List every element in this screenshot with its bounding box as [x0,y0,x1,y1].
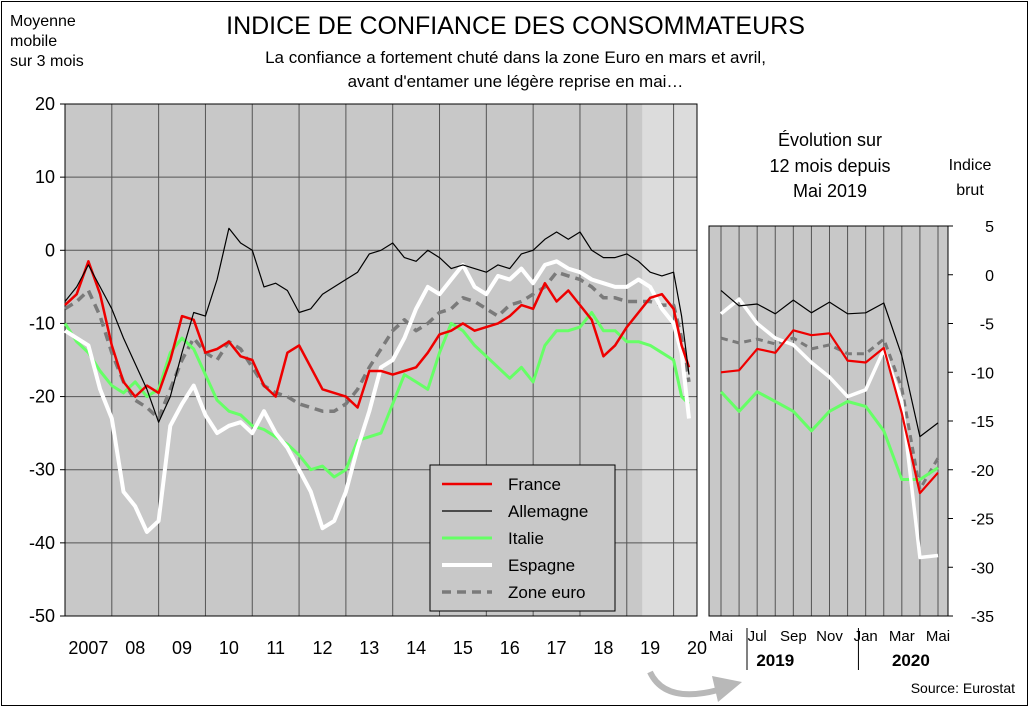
left-axis-label-line-3: sur 3 mois [10,53,84,70]
legend-label-france: France [508,475,561,494]
inset-month-label: Mai [709,628,733,645]
main-xtick-label: 17 [547,638,567,658]
inset-ytick-label: -20 [971,463,994,480]
main-ytick-label: -50 [29,606,55,626]
inset-ytick-label: 0 [985,268,994,285]
main-xtick-label: 15 [453,638,473,658]
main-xtick-label: 08 [125,638,145,658]
inset-month-label: Nov [816,628,843,645]
main-ytick-label: -30 [29,460,55,480]
inset-series-france [720,329,939,495]
main-xtick-label: 14 [406,638,426,658]
legend-label-espagne: Espagne [508,556,575,575]
main-ytick-label: -10 [29,313,55,333]
legend-label-italie: Italie [508,529,544,548]
inset-month-label: Jul [748,628,767,645]
main-series-espagne [63,259,691,534]
main-highlight-band [642,104,697,616]
main-series-italie [63,311,691,479]
main-series-allemagne [64,227,690,423]
main-xtick-label: 13 [359,638,379,658]
inset-series-italie [719,390,939,481]
main-xtick-label: 11 [266,638,285,658]
legend-label-allemagne: Allemagne [508,502,588,521]
arrow-icon [647,670,719,698]
inset-month-label: Mar [889,628,915,645]
main-ytick-label: 20 [35,94,55,114]
left-axis-label-line-1: Moyenne [10,13,76,30]
inset-month-label: Jan [854,628,878,645]
chart-subtitle-line-1: La confiance a fortement chuté dans la z… [265,48,766,67]
inset-title-line-3: Mai 2019 [792,181,868,201]
main-xtick-label: 12 [312,638,332,658]
main-xtick-label: 19 [640,638,660,658]
main-ytick-label: -20 [29,387,55,407]
inset-ytick-label: 5 [985,219,994,236]
main-series-zone-euro [64,270,691,421]
inset-title-line-2: 12 mois depuis [769,156,891,176]
inset-month-label: Sep [780,628,807,645]
inset-ytick-label: -5 [980,317,994,334]
right-axis-label-line-2: brut [956,182,984,199]
main-xtick-label: 18 [593,638,613,658]
inset-plot-area [709,226,948,616]
inset-plot-border [708,225,949,617]
chart-title: INDICE DE CONFIANCE DES CONSOMMATEURS [226,12,805,40]
main-ytick-label: 10 [35,167,55,187]
main-xtick-label: 16 [500,638,520,658]
right-axis-label-line-1: Indice [948,157,992,174]
inset-ytick-label: -30 [971,560,994,577]
inset-year-label: 2019 [756,651,794,670]
inset-ytick-label: -10 [971,365,994,382]
main-ytick-label: 0 [45,240,55,260]
legend-label-zone-euro: Zone euro [508,583,586,602]
main-xtick-label: 20 [687,638,707,658]
main-series-france [64,260,691,409]
main-plot-border [64,103,698,617]
chart-subtitle-line-2: avant d'entamer une légère reprise en ma… [347,72,684,91]
inset-ytick-label: -15 [971,414,994,431]
inset-year-label: 2020 [892,651,930,670]
left-axis-label-line-2: mobile [10,33,58,50]
main-xtick-label: 10 [219,638,239,658]
main-ytick-label: -40 [29,533,55,553]
inset-series-espagne [719,297,939,560]
inset-month-label: Mai [926,628,950,645]
main-xtick-label: 2007 [68,638,108,658]
inset-ytick-label: -25 [971,512,994,529]
inset-series-zone-euro [720,336,940,491]
inset-ytick-label: -35 [971,609,994,626]
inset-title-line-1: Évolution sur [777,130,883,150]
inset-series-allemagne [720,289,939,438]
source-note: Source: Eurostat [910,680,1015,696]
main-xtick-label: 09 [172,638,192,658]
arrow-head-icon [712,676,742,702]
